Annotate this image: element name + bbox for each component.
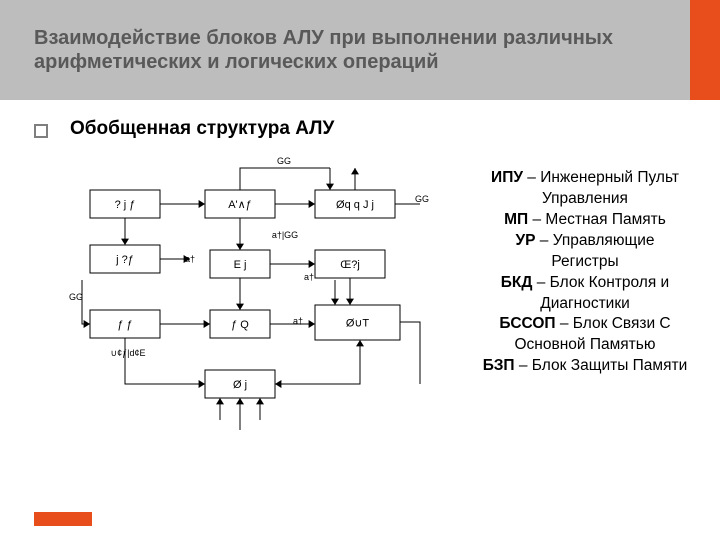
diagram-annotation: a† [304, 272, 314, 282]
title-inner: Взаимодействие блоков АЛУ при выполнении… [0, 0, 690, 100]
legend-item: МП – Местная Память [480, 210, 690, 231]
bullet-icon [34, 124, 48, 138]
diagram-node-label: A'∧ƒ [228, 199, 252, 211]
arrowhead-icon [309, 320, 315, 328]
arrowhead-icon [84, 320, 90, 328]
legend-abbr: ИПУ [491, 169, 523, 186]
subtitle-row: Обобщенная структура АЛУ [0, 100, 720, 140]
legend-abbr: БКД [501, 274, 533, 291]
legend-desc: – Инженерный Пульт Управления [523, 169, 679, 207]
arrowhead-icon [346, 299, 354, 305]
legend-item: БКД – Блок Контроля и Диагностики [480, 273, 690, 315]
legend-item: ИПУ – Инженерный Пульт Управления [480, 168, 690, 210]
legend-item: БССОП – Блок Связи С Основной Памятью [480, 314, 690, 356]
arrowhead-icon [309, 200, 315, 208]
arrowhead-icon [236, 304, 244, 310]
arrowhead-icon [199, 200, 205, 208]
diagram-wrapper: ? j ƒ A'∧ƒ Øq q J j j ?ƒ E j Œ?j ƒ ƒ ƒ Q Ø∪T Ø j G… [0, 140, 480, 450]
subtitle-text: Обобщенная структура АЛУ [70, 118, 334, 140]
legend-abbr: МП [504, 211, 528, 228]
legend-item: БЗП – Блок Защиты Памяти [480, 356, 690, 377]
legend-desc: – Блок Контроля и Диагностики [532, 274, 669, 312]
diagram-annotation: GG [69, 292, 83, 302]
arrowhead-icon [309, 260, 315, 268]
diagram-node-label: j ?ƒ [115, 254, 134, 266]
diagram-annotation: a† [185, 254, 195, 264]
diagram-annotation: GG [277, 156, 291, 166]
arrowhead-icon [351, 168, 359, 174]
diagram-annotation: a† [293, 316, 303, 326]
alu-diagram: ? j ƒ A'∧ƒ Øq q J j j ?ƒ E j Œ?j ƒ ƒ ƒ Q Ø∪T Ø j G… [60, 150, 460, 450]
diagram-annotation: a†|GG [272, 230, 298, 240]
legend-abbr: БЗП [483, 357, 515, 374]
arrowhead-icon [236, 244, 244, 250]
arrowhead-icon [199, 380, 205, 388]
diagram-node-label: ƒ Q [231, 319, 249, 331]
diagram-node-label: Ø∪T [346, 317, 370, 329]
diagram-node-label: E j [234, 259, 247, 271]
legend-abbr: БССОП [499, 315, 555, 332]
legend-desc: – Местная Память [528, 211, 666, 228]
arrowhead-icon [356, 340, 364, 346]
arrowhead-icon [275, 380, 281, 388]
title-bar: Взаимодействие блоков АЛУ при выполнении… [0, 0, 720, 100]
slide-title: Взаимодействие блоков АЛУ при выполнении… [34, 26, 670, 74]
arrowhead-icon [326, 184, 334, 190]
arrowhead-icon [256, 398, 264, 404]
diagram-annotation: GG [415, 194, 429, 204]
diagram-node-label: Œ?j [340, 259, 360, 271]
legend-desc: – Блок Защиты Памяти [515, 357, 688, 374]
arrowhead-icon [121, 239, 129, 245]
content-area: ? j ƒ A'∧ƒ Øq q J j j ?ƒ E j Œ?j ƒ ƒ ƒ Q Ø∪T Ø j G… [0, 140, 720, 450]
arrowhead-icon [331, 299, 339, 305]
diagram-node-label: ƒ ƒ [117, 319, 132, 331]
legend-item: УР – Управляющие Регистры [480, 231, 690, 273]
diagram-annotation: ∪¢ƒ|d¢E [111, 348, 146, 358]
legend: ИПУ – Инженерный Пульт УправленияМП – Ме… [480, 140, 720, 450]
arrowhead-icon [204, 320, 210, 328]
footer-accent [34, 512, 92, 526]
legend-abbr: УР [516, 232, 536, 249]
arrowhead-icon [236, 398, 244, 404]
diagram-node-label: Øq q J j [336, 199, 374, 211]
arrowhead-icon [216, 398, 224, 404]
diagram-node-label: Ø j [233, 379, 247, 391]
legend-desc: – Управляющие Регистры [535, 232, 654, 270]
diagram-node-label: ? j ƒ [115, 199, 136, 211]
